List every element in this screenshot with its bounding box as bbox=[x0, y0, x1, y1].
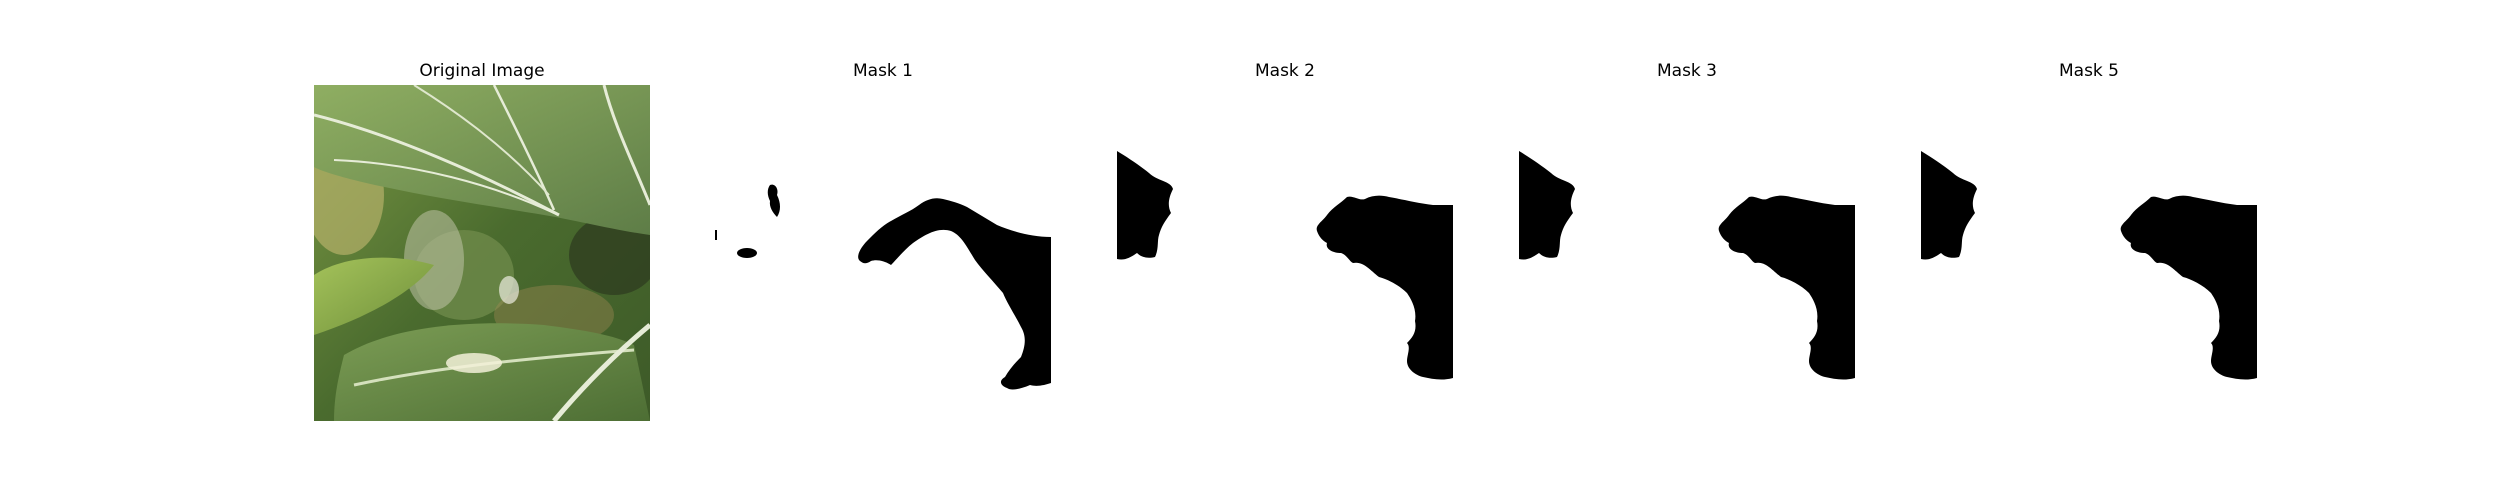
mask-region bbox=[1921, 151, 1977, 260]
photo-highlight bbox=[499, 276, 519, 304]
mask-region bbox=[715, 230, 717, 240]
mask-2-image bbox=[1117, 85, 1453, 421]
photo-blob bbox=[569, 215, 650, 295]
mask-region bbox=[1316, 195, 1453, 380]
original-image-panel: Original Image bbox=[314, 0, 650, 500]
photo-vein bbox=[492, 85, 556, 211]
original-image bbox=[314, 85, 650, 421]
mask-5-image bbox=[1921, 85, 2257, 421]
photo-leaf-left bbox=[314, 257, 434, 335]
mask-region bbox=[1718, 195, 1855, 380]
photo-vein bbox=[602, 85, 650, 206]
mask-5-title: Mask 5 bbox=[2058, 61, 2119, 81]
mask-region bbox=[737, 248, 757, 258]
mask-2-title: Mask 2 bbox=[1254, 61, 1315, 81]
mask-region bbox=[767, 184, 780, 217]
mask-5-panel: Mask 5 bbox=[1921, 0, 2257, 500]
mask-region bbox=[858, 198, 1051, 390]
mask-region bbox=[2120, 195, 2257, 380]
original-image-title: Original Image bbox=[419, 61, 545, 81]
photo-vein bbox=[552, 323, 650, 421]
mask-3-title: Mask 3 bbox=[1656, 61, 1717, 81]
photo-leaf-bottom bbox=[334, 323, 650, 421]
mask-3-image bbox=[1519, 85, 1855, 421]
photo-vein bbox=[413, 85, 550, 196]
mask-region bbox=[1117, 151, 1173, 260]
mask-2-panel: Mask 2 bbox=[1117, 0, 1453, 500]
photo-vein bbox=[333, 159, 555, 214]
mask-1-panel: Mask 1 bbox=[715, 0, 1051, 500]
photo-leaf-top bbox=[314, 85, 650, 235]
photo-highlight bbox=[446, 353, 502, 373]
mask-region bbox=[1519, 151, 1575, 260]
photo-blob bbox=[404, 210, 464, 310]
mask-3-panel: Mask 3 bbox=[1519, 0, 1855, 500]
mask-1-image bbox=[715, 85, 1051, 421]
photo-vein bbox=[314, 113, 560, 217]
mask-1-title: Mask 1 bbox=[852, 61, 913, 81]
